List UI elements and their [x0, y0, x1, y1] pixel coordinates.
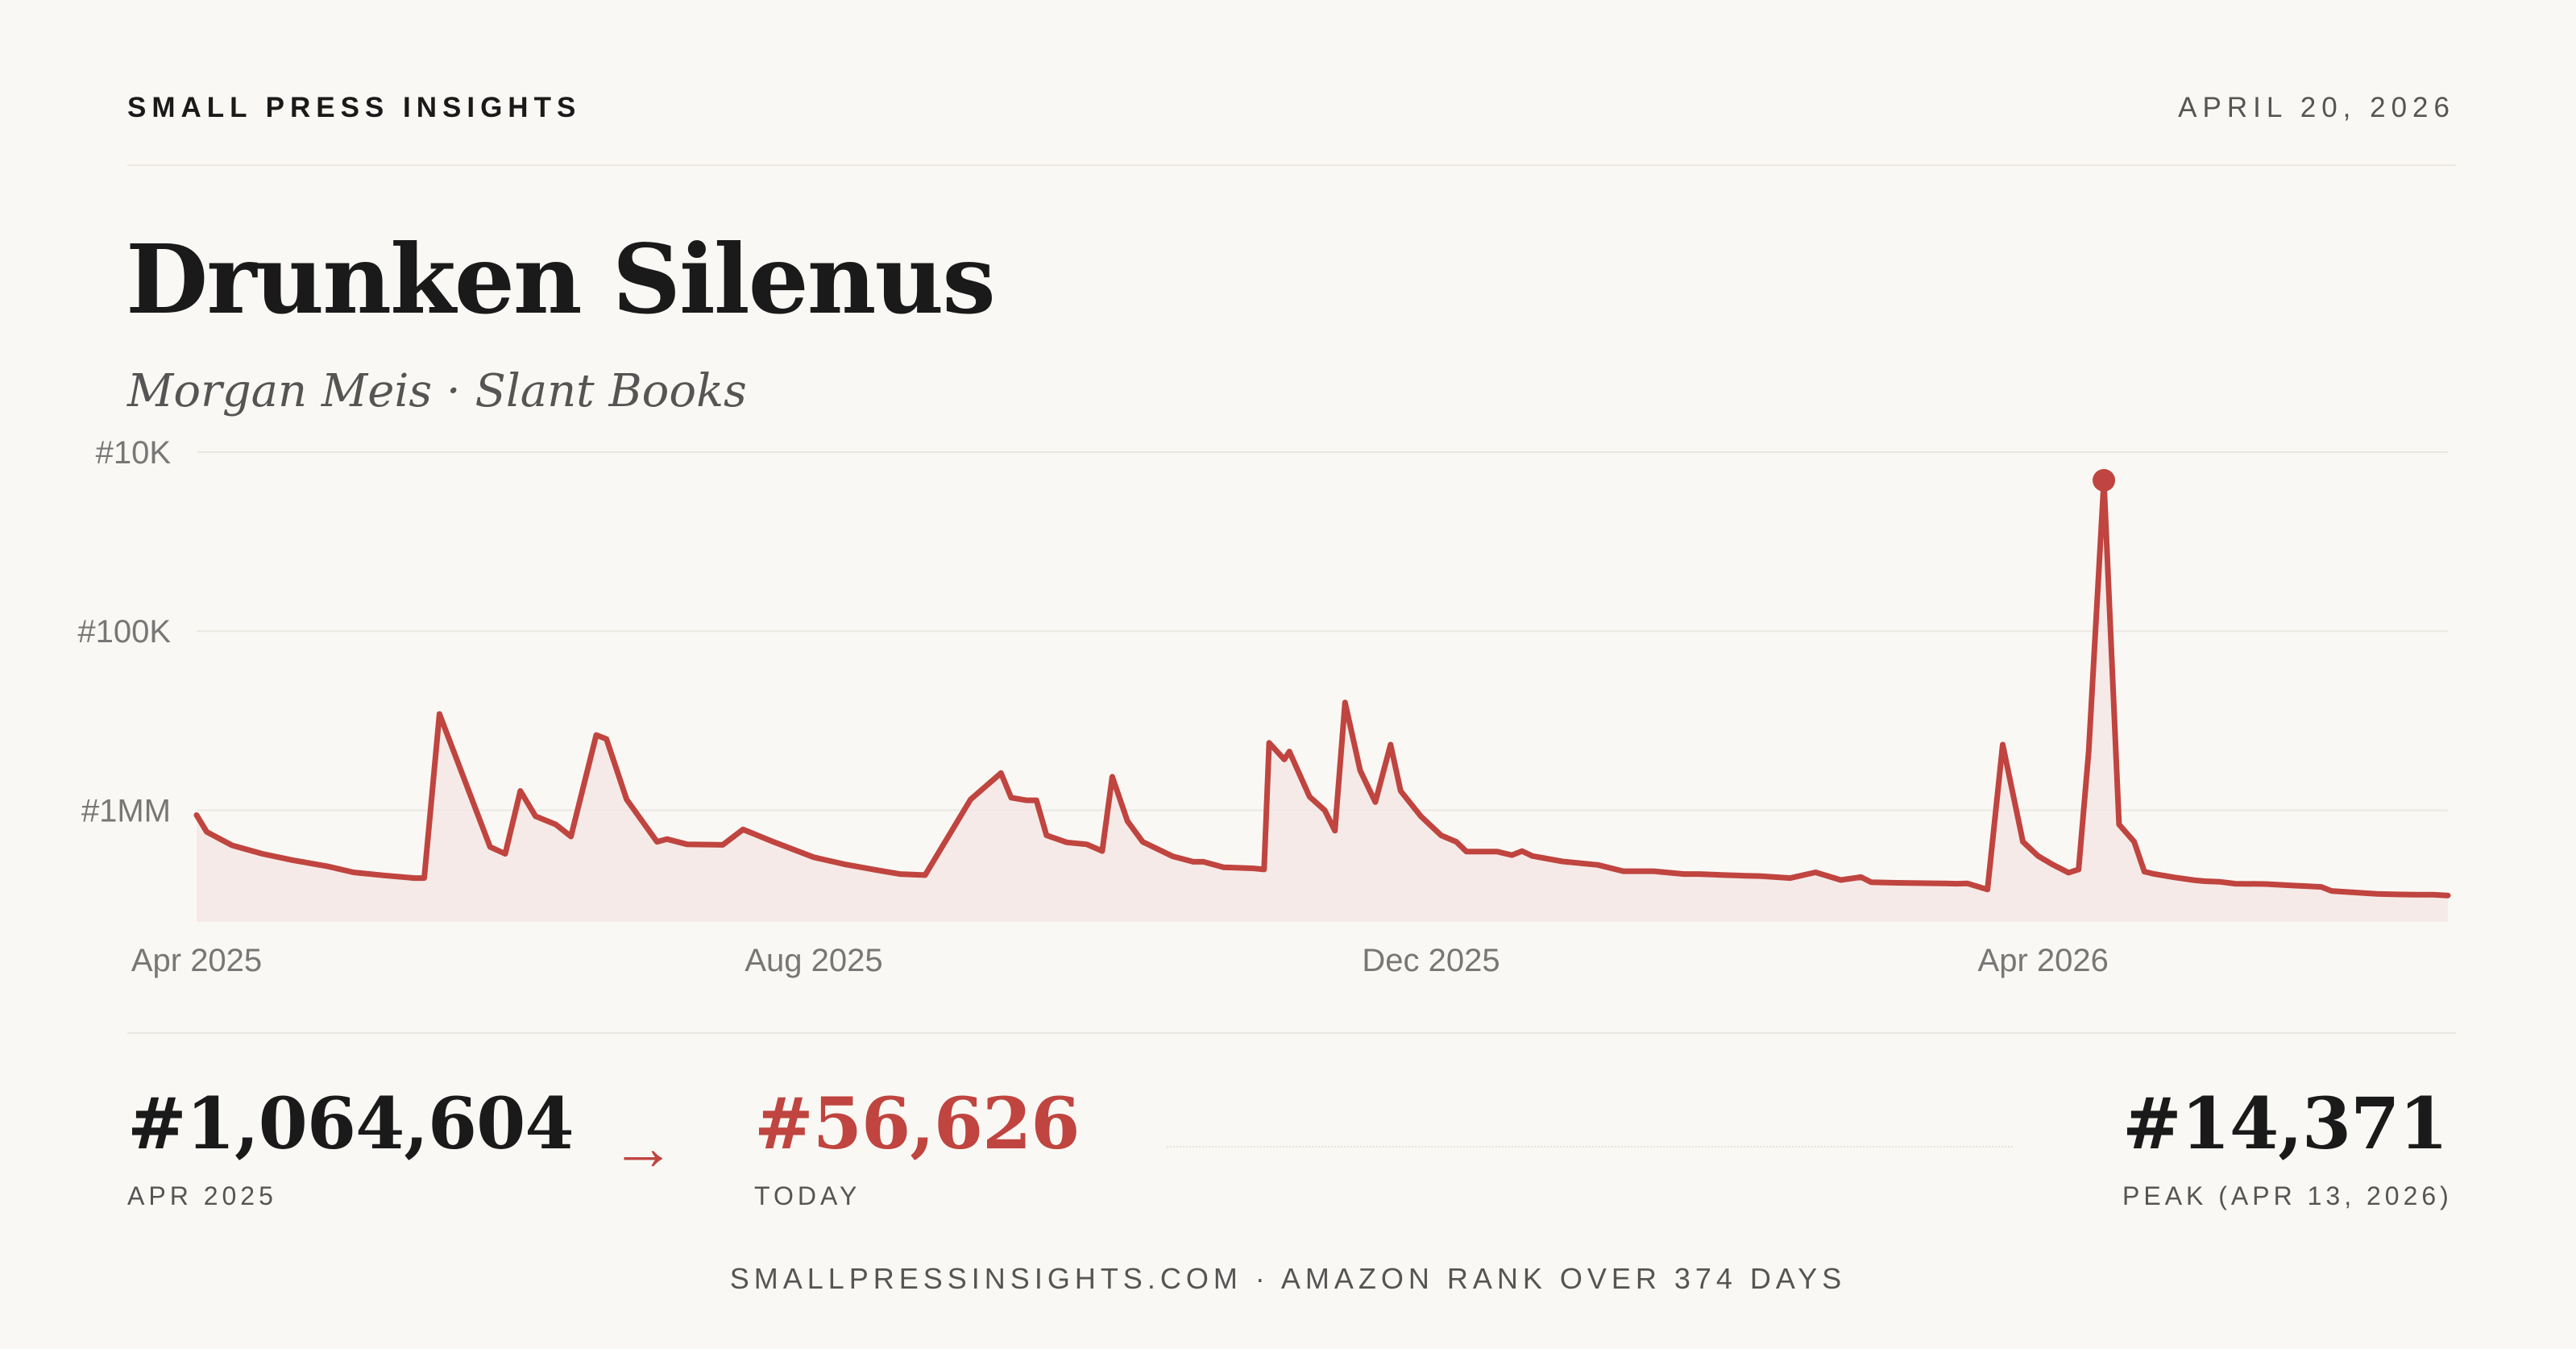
- arrow-icon: →: [611, 1111, 675, 1183]
- x-tick-label: Aug 2025: [745, 943, 882, 978]
- series-area: [197, 480, 2448, 922]
- peak-marker: [2093, 469, 2116, 492]
- series-line: [193, 477, 2451, 899]
- peak-rank-value: #14,371: [2122, 1081, 2449, 1165]
- x-tick-label: Apr 2026: [1978, 943, 2109, 978]
- y-tick-label: #1MM: [81, 793, 171, 828]
- x-tick-label: Dec 2025: [1362, 943, 1500, 978]
- y-tick-label: #10K: [96, 435, 172, 471]
- start-rank-label: APR 2025: [127, 1181, 277, 1210]
- book-title: Drunken Silenus: [126, 223, 996, 335]
- today-rank-label: TODAY: [754, 1181, 861, 1210]
- y-tick-label: #100K: [77, 614, 171, 650]
- report-date: APRIL 20, 2026: [2178, 92, 2455, 123]
- brand-name: SMALL PRESS INSIGHTS: [127, 92, 582, 123]
- dotted-separator: [1167, 1146, 2013, 1148]
- rank-chart: #10K #100K #1MM Apr 2025 Aug 2025 Dec 2025 Apr…: [77, 435, 2451, 978]
- header-divider: [127, 164, 2456, 166]
- book-subtitle: Morgan Meis · Slant Books: [127, 365, 747, 417]
- today-rank-value: #56,626: [754, 1081, 1081, 1165]
- stats-divider: [127, 1032, 2456, 1034]
- start-rank-value: #1,064,604: [127, 1081, 575, 1165]
- footer-caption: SMALLPRESSINSIGHTS.COM · AMAZON RANK OVE…: [729, 1262, 1847, 1295]
- peak-rank-label: PEAK (APR 13, 2026): [2122, 1181, 2453, 1210]
- x-tick-label: Apr 2025: [131, 943, 262, 978]
